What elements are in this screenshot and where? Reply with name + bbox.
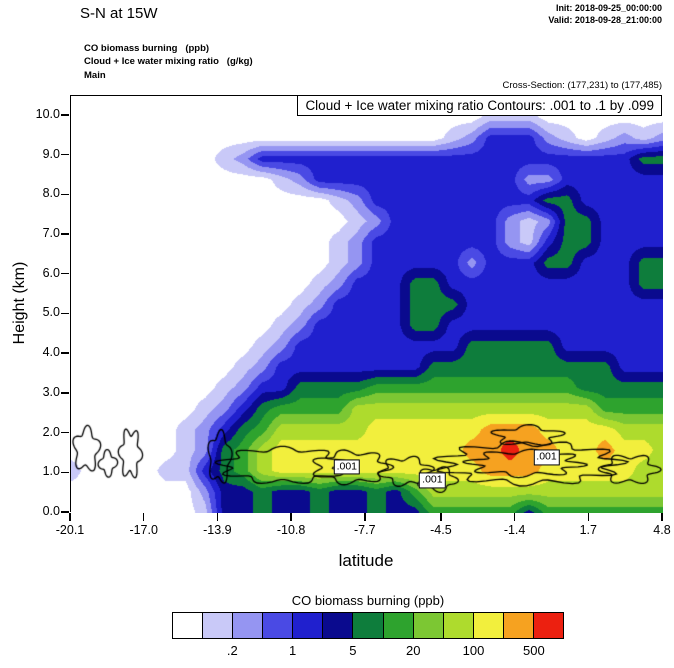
colorbar-swatch xyxy=(382,613,413,638)
y-tick-mark xyxy=(61,312,69,315)
colorbar-swatch xyxy=(502,613,533,638)
shaded-field-label: CO biomass burning (ppb) xyxy=(84,43,210,54)
y-tick-label: 4.0 xyxy=(42,345,60,360)
colorbar-swatch xyxy=(412,613,443,638)
y-tick-label: 7.0 xyxy=(42,226,60,240)
x-tick-mark xyxy=(440,513,442,521)
colorbar-swatch xyxy=(262,613,293,638)
y-tick-mark xyxy=(61,431,69,434)
x-tick-label: -20.1 xyxy=(55,523,85,537)
colorbar-tick-label: .2 xyxy=(226,643,238,658)
y-tick-label: 0.0 xyxy=(42,504,60,518)
x-tick-mark xyxy=(587,513,590,521)
colorbar-tick-label: 100 xyxy=(462,643,485,658)
colorbar-swatch xyxy=(442,613,473,638)
y-tick-label: 1.0 xyxy=(42,464,60,479)
colorbar-swatch xyxy=(202,613,233,638)
y-tick-mark xyxy=(61,511,69,513)
colorbar-swatch xyxy=(173,613,203,638)
x-tick-mark xyxy=(661,513,663,521)
init-time: Init: 2018-09-25_00:00:00 xyxy=(555,3,662,13)
colorbar-tick-label: 5 xyxy=(349,643,357,658)
y-tick-label: 6.0 xyxy=(42,265,60,280)
y-tick-label: 8.0 xyxy=(42,186,60,201)
colorbar xyxy=(172,612,564,639)
colorbar-title: CO biomass burning (ppb) xyxy=(291,593,445,608)
field-description: CO biomass burning (ppb) Cloud + Ice wat… xyxy=(84,42,253,82)
y-tick-mark xyxy=(61,153,69,156)
y-tick-mark xyxy=(61,352,69,354)
contour-field-label: Cloud + Ice water mixing ratio (g/kg) xyxy=(84,56,253,68)
x-tick-mark xyxy=(142,513,145,521)
contour-label: .001 xyxy=(333,459,360,475)
x-tick-mark xyxy=(290,513,292,521)
colorbar-swatch xyxy=(532,613,564,638)
y-tick-mark xyxy=(61,392,69,394)
colorbar-tick-label: 1 xyxy=(288,643,297,658)
y-tick-mark xyxy=(61,233,69,235)
x-tick-mark xyxy=(216,513,219,521)
y-tick-label: 10.0 xyxy=(35,106,60,121)
figure-title: S-N at 15W xyxy=(80,5,158,22)
y-tick-mark xyxy=(61,471,69,474)
x-tick-label: -1.4 xyxy=(503,523,526,537)
x-tick-mark xyxy=(69,513,71,521)
x-tick-mark xyxy=(364,513,366,521)
y-tick-label: 3.0 xyxy=(42,384,60,399)
plot-overlay: Cloud + Ice water mixing ratio Contours:… xyxy=(71,95,662,511)
x-axis-label: latitude xyxy=(338,551,394,570)
plot-area: Cloud + Ice water mixing ratio Contours:… xyxy=(70,95,663,513)
colorbar-swatch xyxy=(232,613,263,638)
y-tick-mark xyxy=(61,193,69,196)
x-tick-label: 4.8 xyxy=(653,523,671,537)
colorbar-tick-label: 500 xyxy=(522,643,545,658)
grid-label: Main xyxy=(84,69,106,81)
contour-label: .001 xyxy=(419,472,446,488)
valid-time: Valid: 2018-09-28_21:00:00 xyxy=(548,14,662,25)
y-tick-label: 2.0 xyxy=(42,424,60,439)
init-valid-block: Init: 2018-09-25_00:00:00 Valid: 2018-09… xyxy=(548,3,662,26)
colorbar-swatch xyxy=(322,613,353,638)
cross-section-info: Cross-Section: (177,231) to (177,485) xyxy=(502,80,662,91)
contour-label: .001 xyxy=(533,449,560,465)
x-tick-label: -4.5 xyxy=(430,523,452,537)
contour-info-box: Cloud + Ice water mixing ratio Contours:… xyxy=(297,95,662,116)
y-tick-label: 9.0 xyxy=(42,146,60,161)
filled-contour-field xyxy=(71,96,663,513)
colorbar-swatch xyxy=(352,613,383,638)
x-tick-label: -10.8 xyxy=(276,523,306,537)
y-tick-mark xyxy=(61,114,69,116)
x-tick-label: -17.0 xyxy=(129,523,158,537)
x-tick-mark xyxy=(513,513,516,521)
x-tick-label: 1.7 xyxy=(579,523,597,537)
y-axis-label: Height (km) xyxy=(11,261,28,345)
colorbar-swatch xyxy=(292,613,323,638)
x-tick-label: -13.9 xyxy=(203,523,232,537)
y-tick-label: 5.0 xyxy=(42,305,60,320)
y-tick-mark xyxy=(61,272,69,275)
colorbar-swatch xyxy=(472,613,503,638)
colorbar-tick-label: 20 xyxy=(405,643,421,658)
x-tick-label: -7.7 xyxy=(354,523,376,537)
